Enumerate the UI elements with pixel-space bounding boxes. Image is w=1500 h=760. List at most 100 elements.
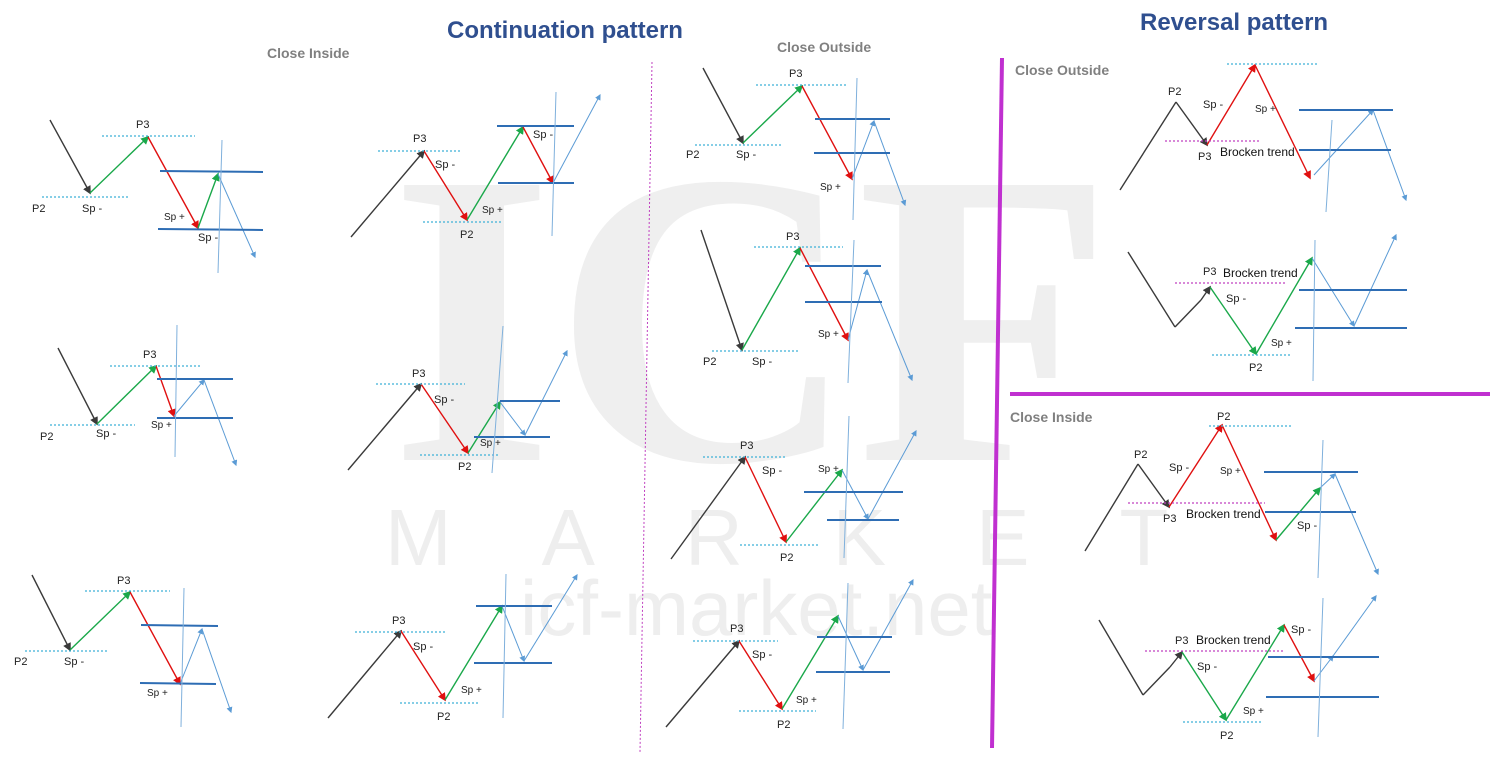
label-sp-minus: Sp - (1226, 293, 1247, 305)
arrow-green (1255, 256, 1313, 355)
arrow-blue (499, 401, 526, 436)
label-sp-plus: Sp + (796, 695, 817, 706)
arrow-dark (1169, 650, 1184, 668)
label-sp-minus: Sp - (96, 428, 117, 440)
close-outside-right-subtitle: Close Outside (1015, 62, 1109, 78)
arrow-blue (501, 605, 526, 663)
close-outside-mid-subtitle: Close Outside (777, 39, 871, 55)
label-sp-minus: Sp - (435, 159, 456, 171)
arrow-green (466, 125, 524, 221)
label-p3: P3 (1198, 151, 1211, 163)
vertical-line (1317, 439, 1324, 579)
label-p3: P3 (143, 349, 156, 361)
arrow-blue (1334, 473, 1379, 576)
arrow-blue (1313, 655, 1334, 682)
arrow-green (781, 614, 839, 710)
arrow-green (467, 400, 501, 454)
arrow-red (129, 591, 181, 686)
label-p3: P3 (1163, 513, 1176, 525)
vertical-line (1312, 239, 1316, 382)
arrow-blue (1319, 473, 1336, 489)
close-inside-right-subtitle: Close Inside (1010, 409, 1093, 425)
arrow-blue (873, 120, 907, 207)
arrow-blue (173, 379, 205, 417)
arrow-dark (49, 119, 91, 195)
arrow-red (1254, 64, 1311, 180)
arrow-dark (702, 67, 744, 145)
label-sp-plus: Sp + (151, 420, 172, 431)
label-sp-minus: Sp - (198, 232, 219, 244)
arrow-green (1209, 286, 1257, 356)
arrow-red (1283, 624, 1315, 683)
arrow-green (1275, 486, 1322, 541)
arrow-green (742, 84, 804, 144)
label-p2: P2 (14, 656, 27, 668)
arrow-dark (700, 229, 744, 352)
label-sp-plus: Sp + (147, 688, 168, 699)
label-sp-plus: Sp + (164, 212, 185, 223)
arrow-green (197, 172, 220, 229)
label-p2: P2 (686, 149, 699, 161)
arrow-blue (1353, 233, 1397, 327)
arrow-red (738, 640, 783, 711)
label-p3: P3 (1203, 266, 1216, 278)
label-sp-minus: Sp - (1297, 520, 1318, 532)
arrow-dark (1200, 285, 1211, 301)
vertical-line (174, 324, 178, 458)
label-sp-plus: Sp + (482, 205, 503, 216)
label-sp-plus: Sp + (818, 464, 839, 475)
label-p3: P3 (413, 133, 426, 145)
arrow-blue (203, 379, 238, 467)
label-sp-minus: Sp - (1169, 462, 1190, 474)
arrow-green (89, 135, 150, 194)
arrow-dark (347, 382, 423, 471)
arrow-blue (523, 573, 578, 662)
vertical-line (843, 415, 850, 559)
label-sp-plus: Sp + (818, 329, 839, 340)
vertical-line (491, 325, 504, 474)
vertical-line (847, 239, 855, 384)
level-line (139, 682, 217, 685)
vertical-line (502, 573, 507, 719)
vertical-line (852, 77, 858, 221)
arrow-red (155, 365, 176, 418)
label-p3: P3 (136, 119, 149, 131)
label-p2: P2 (1249, 362, 1262, 374)
label-sp-minus: Sp - (752, 356, 773, 368)
arrow-blue (866, 269, 913, 382)
arrow-red (1206, 63, 1256, 146)
label-sp-plus: Sp + (1255, 104, 1276, 115)
label-broken-trend: Brocken trend (1223, 266, 1298, 280)
label-p2: P2 (1220, 730, 1233, 742)
arrow-green (1181, 651, 1227, 722)
arrow-blue (851, 119, 876, 180)
label-sp-minus: Sp - (413, 641, 434, 653)
label-sp-plus: Sp + (820, 182, 841, 193)
level-line (140, 624, 219, 627)
arrow-green (444, 604, 503, 701)
vertical-line (1317, 597, 1324, 738)
label-p2: P2 (703, 356, 716, 368)
continuation-title: Continuation pattern (447, 17, 683, 44)
arrow-blue (1332, 595, 1377, 657)
arrow-red (522, 126, 554, 185)
line-segment (1098, 619, 1144, 696)
arrow-red (400, 630, 446, 702)
label-sp-plus: Sp + (480, 438, 501, 449)
arrow-green (1225, 623, 1285, 721)
arrow-red (420, 383, 469, 455)
label-p2: P2 (458, 461, 471, 473)
label-sp-plus: Sp + (461, 685, 482, 696)
label-p2: P2 (40, 431, 53, 443)
label-sp-minus: Sp - (736, 149, 757, 161)
arrow-blue (552, 93, 601, 184)
line-segment (1084, 463, 1139, 552)
level-line (159, 170, 264, 173)
arrow-blue (847, 268, 869, 341)
label-sp-minus: Sp - (434, 394, 455, 406)
line-segment (1174, 299, 1202, 328)
reversal-title: Reversal pattern (1140, 9, 1328, 36)
arrow-dark (1137, 463, 1170, 509)
label-broken-trend: Brocken trend (1186, 507, 1261, 521)
